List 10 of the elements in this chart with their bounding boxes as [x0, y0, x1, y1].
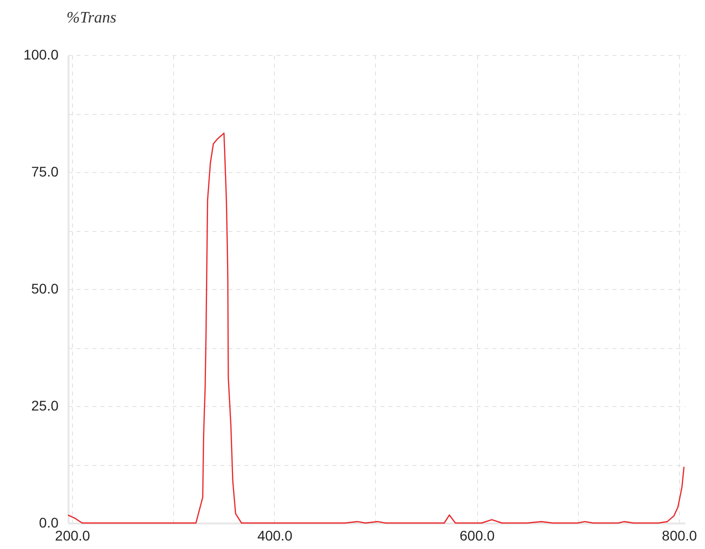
y-tick-label: 50.0	[31, 280, 59, 296]
y-axis-title: %Trans	[66, 10, 116, 26]
y-tick-label: 75.0	[31, 164, 59, 180]
x-tick-label: 400.0	[257, 528, 293, 544]
y-tick-label: 25.0	[31, 398, 59, 414]
x-tick-label: 800.0	[662, 528, 698, 544]
x-tick-label: 200.0	[55, 528, 90, 544]
x-tick-label: 600.0	[460, 528, 495, 544]
y-tick-label: 100.0	[23, 46, 59, 62]
y-tick-label: 0.0	[39, 514, 59, 530]
